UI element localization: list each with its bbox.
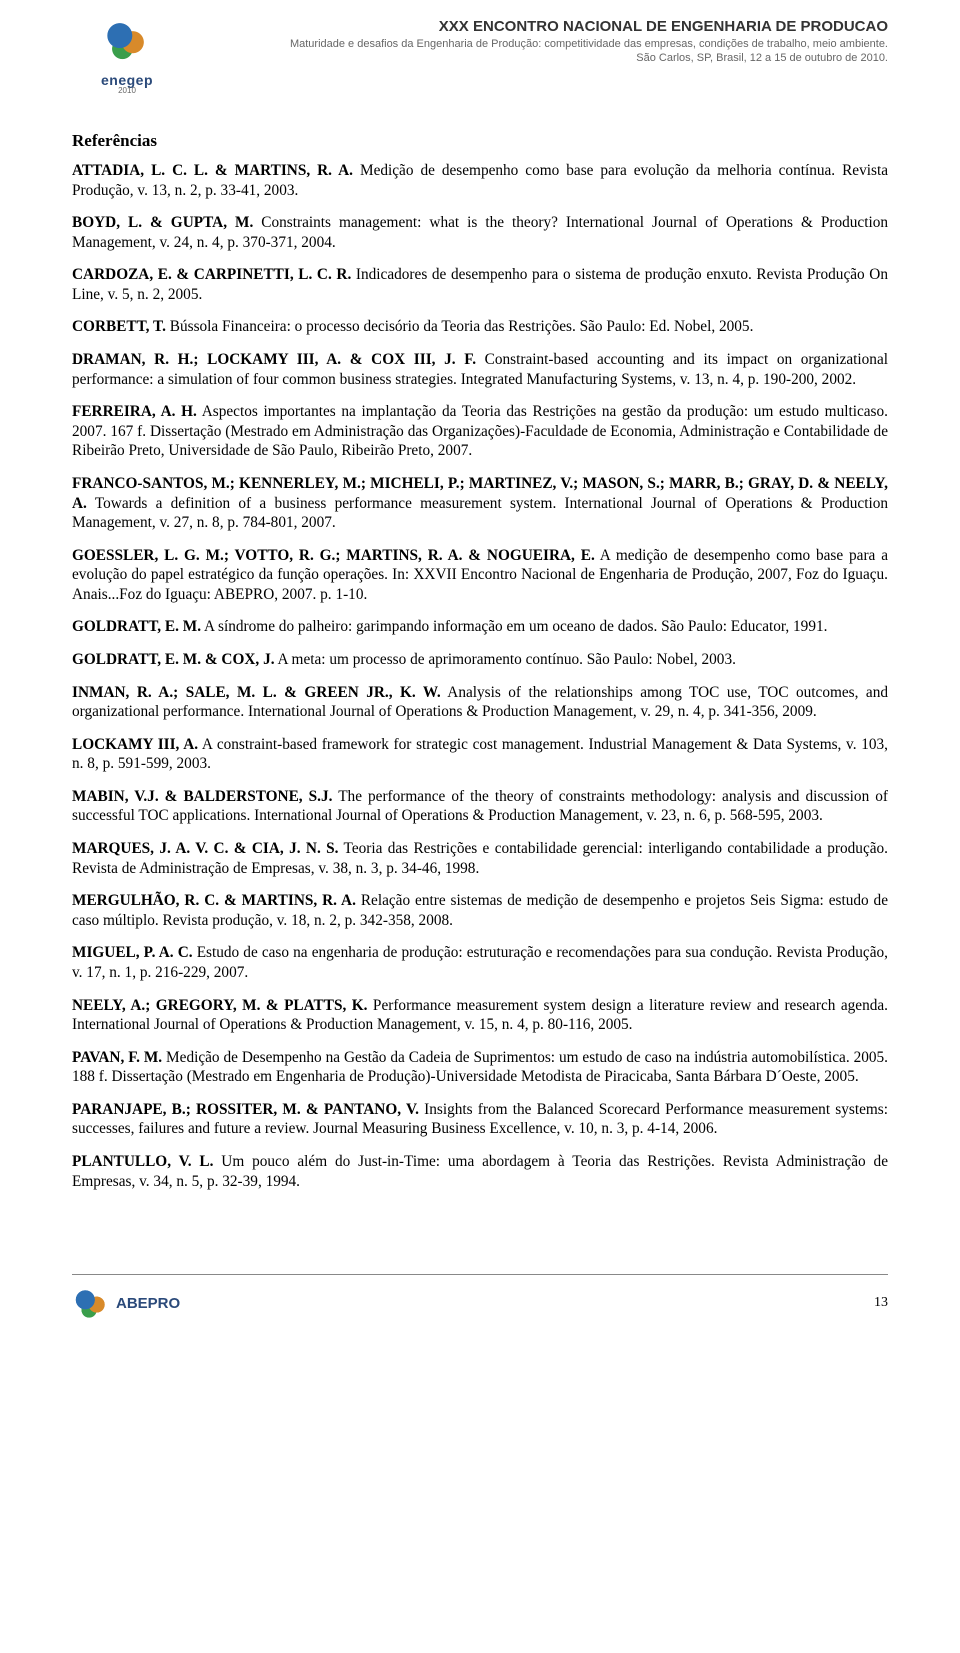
header-subtitle-1: Maturidade e desafios da Engenharia de P… [182, 37, 888, 51]
footer-logo-block: ABEPRO [72, 1287, 180, 1319]
reference-entry: MIGUEL, P. A. C. Estudo de caso na engen… [72, 943, 888, 982]
footer-logo-text: ABEPRO [116, 1295, 180, 1312]
abepro-logo-icon [72, 1287, 110, 1319]
reference-entry: CORBETT, T. Bússola Financeira: o proces… [72, 317, 888, 337]
reference-entry: DRAMAN, R. H.; LOCKAMY III, A. & COX III… [72, 350, 888, 389]
reference-entry: PLANTULLO, V. L. Um pouco além do Just-i… [72, 1152, 888, 1191]
reference-entry: CARDOZA, E. & CARPINETTI, L. C. R. Indic… [72, 265, 888, 304]
reference-entry: GOESSLER, L. G. M.; VOTTO, R. G.; MARTIN… [72, 546, 888, 605]
reference-entry: LOCKAMY III, A. A constraint-based frame… [72, 735, 888, 774]
reference-entry: FERREIRA, A. H. Aspectos importantes na … [72, 402, 888, 461]
header-title: XXX ENCONTRO NACIONAL DE ENGENHARIA DE P… [182, 18, 888, 35]
reference-entry: BOYD, L. & GUPTA, M. Constraints managem… [72, 213, 888, 252]
page-footer: ABEPRO 13 [72, 1274, 888, 1339]
page-number: 13 [874, 1295, 888, 1311]
reference-entry: NEELY, A.; GREGORY, M. & PLATTS, K. Perf… [72, 996, 888, 1035]
reference-entry: INMAN, R. A.; SALE, M. L. & GREEN JR., K… [72, 683, 888, 722]
header-subtitle-2: São Carlos, SP, Brasil, 12 a 15 de outub… [182, 51, 888, 65]
enegep-logo-icon [99, 18, 155, 74]
reference-entry: GOLDRATT, E. M. & COX, J. A meta: um pro… [72, 650, 888, 670]
reference-entry: FRANCO-SANTOS, M.; KENNERLEY, M.; MICHEL… [72, 474, 888, 533]
reference-entry: ATTADIA, L. C. L. & MARTINS, R. A. Mediç… [72, 161, 888, 200]
reference-entry: PARANJAPE, B.; ROSSITER, M. & PANTANO, V… [72, 1100, 888, 1139]
header-logo-year: 2010 [118, 86, 136, 95]
reference-entry: MABIN, V.J. & BALDERSTONE, S.J. The perf… [72, 787, 888, 826]
page-header: enegep 2010 XXX ENCONTRO NACIONAL DE ENG… [0, 0, 960, 103]
header-logo-block: enegep 2010 [72, 18, 182, 95]
reference-entry: MERGULHÃO, R. C. & MARTINS, R. A. Relaçã… [72, 891, 888, 930]
header-right: XXX ENCONTRO NACIONAL DE ENGENHARIA DE P… [182, 18, 888, 66]
reference-entry: MARQUES, J. A. V. C. & CIA, J. N. S. Teo… [72, 839, 888, 878]
page-body: Referências ATTADIA, L. C. L. & MARTINS,… [0, 131, 960, 1244]
reference-entry: GOLDRATT, E. M. A síndrome do palheiro: … [72, 617, 888, 637]
reference-entry: PAVAN, F. M. Medição de Desempenho na Ge… [72, 1048, 888, 1087]
section-title: Referências [72, 131, 888, 151]
references-list: ATTADIA, L. C. L. & MARTINS, R. A. Mediç… [72, 161, 888, 1191]
